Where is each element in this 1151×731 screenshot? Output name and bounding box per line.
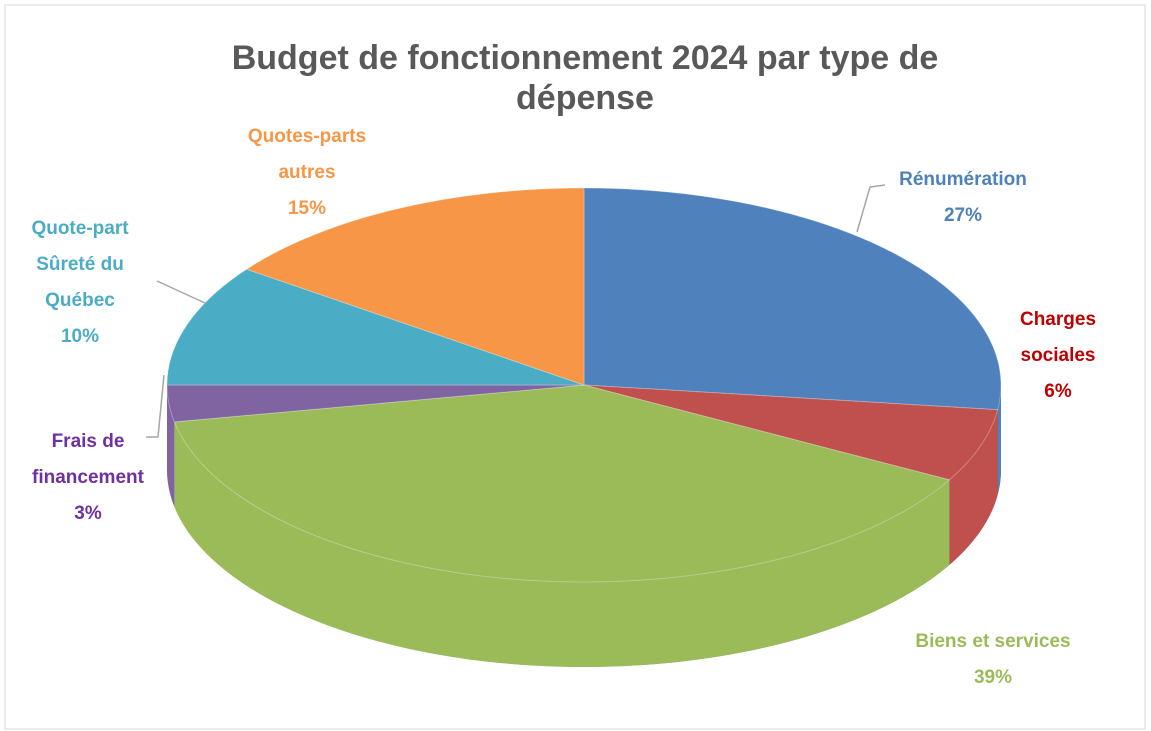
data-label: Quotes-parts autres 15% — [222, 119, 392, 227]
chart-border — [4, 4, 1146, 730]
label-value: 10% — [60, 326, 100, 347]
label-category: Biens et services — [915, 631, 1071, 652]
leader-lines — [146, 184, 886, 438]
data-label: Quote-part Sûreté du Québec 10% — [15, 211, 145, 355]
slice-side — [174, 421, 950, 667]
label-value: 27% — [943, 205, 983, 226]
chart-title: Budget de fonctionnement 2024 par type d… — [231, 39, 939, 117]
slice-top — [245, 187, 585, 386]
slice — [583, 384, 999, 565]
slice — [166, 384, 585, 507]
slice — [173, 384, 951, 667]
slice-top — [583, 384, 999, 481]
data-label: Charges sociales 6% — [993, 302, 1123, 410]
leader-line — [156, 280, 206, 304]
slice-top — [166, 268, 585, 386]
label-category: Rénumération — [899, 169, 1027, 190]
data-label: Rénumération 27% — [883, 162, 1043, 234]
label-category: Quotes-parts autres — [247, 126, 367, 183]
data-label: Biens et services 39% — [883, 624, 1103, 696]
slice — [583, 187, 1002, 495]
label-value: 3% — [74, 503, 102, 524]
slice-top — [173, 384, 951, 583]
slice-top — [166, 384, 585, 423]
slice-side — [997, 385, 1001, 495]
slice-side — [949, 409, 998, 565]
label-value: 6% — [1044, 381, 1072, 402]
leader-line — [856, 184, 886, 233]
pie — [166, 187, 1002, 667]
slice — [166, 268, 585, 386]
label-category: Frais de financement — [32, 431, 144, 488]
label-category: Quote-part Sûreté du Québec — [31, 218, 129, 311]
leader-line — [146, 374, 165, 438]
data-label: Frais de financement 3% — [23, 424, 153, 532]
label-category: Charges sociales — [1019, 309, 1097, 366]
label-value: 39% — [973, 667, 1013, 688]
slice-side — [167, 385, 175, 507]
slice — [245, 187, 585, 386]
slice-top — [583, 187, 1002, 411]
label-value: 15% — [287, 198, 327, 219]
